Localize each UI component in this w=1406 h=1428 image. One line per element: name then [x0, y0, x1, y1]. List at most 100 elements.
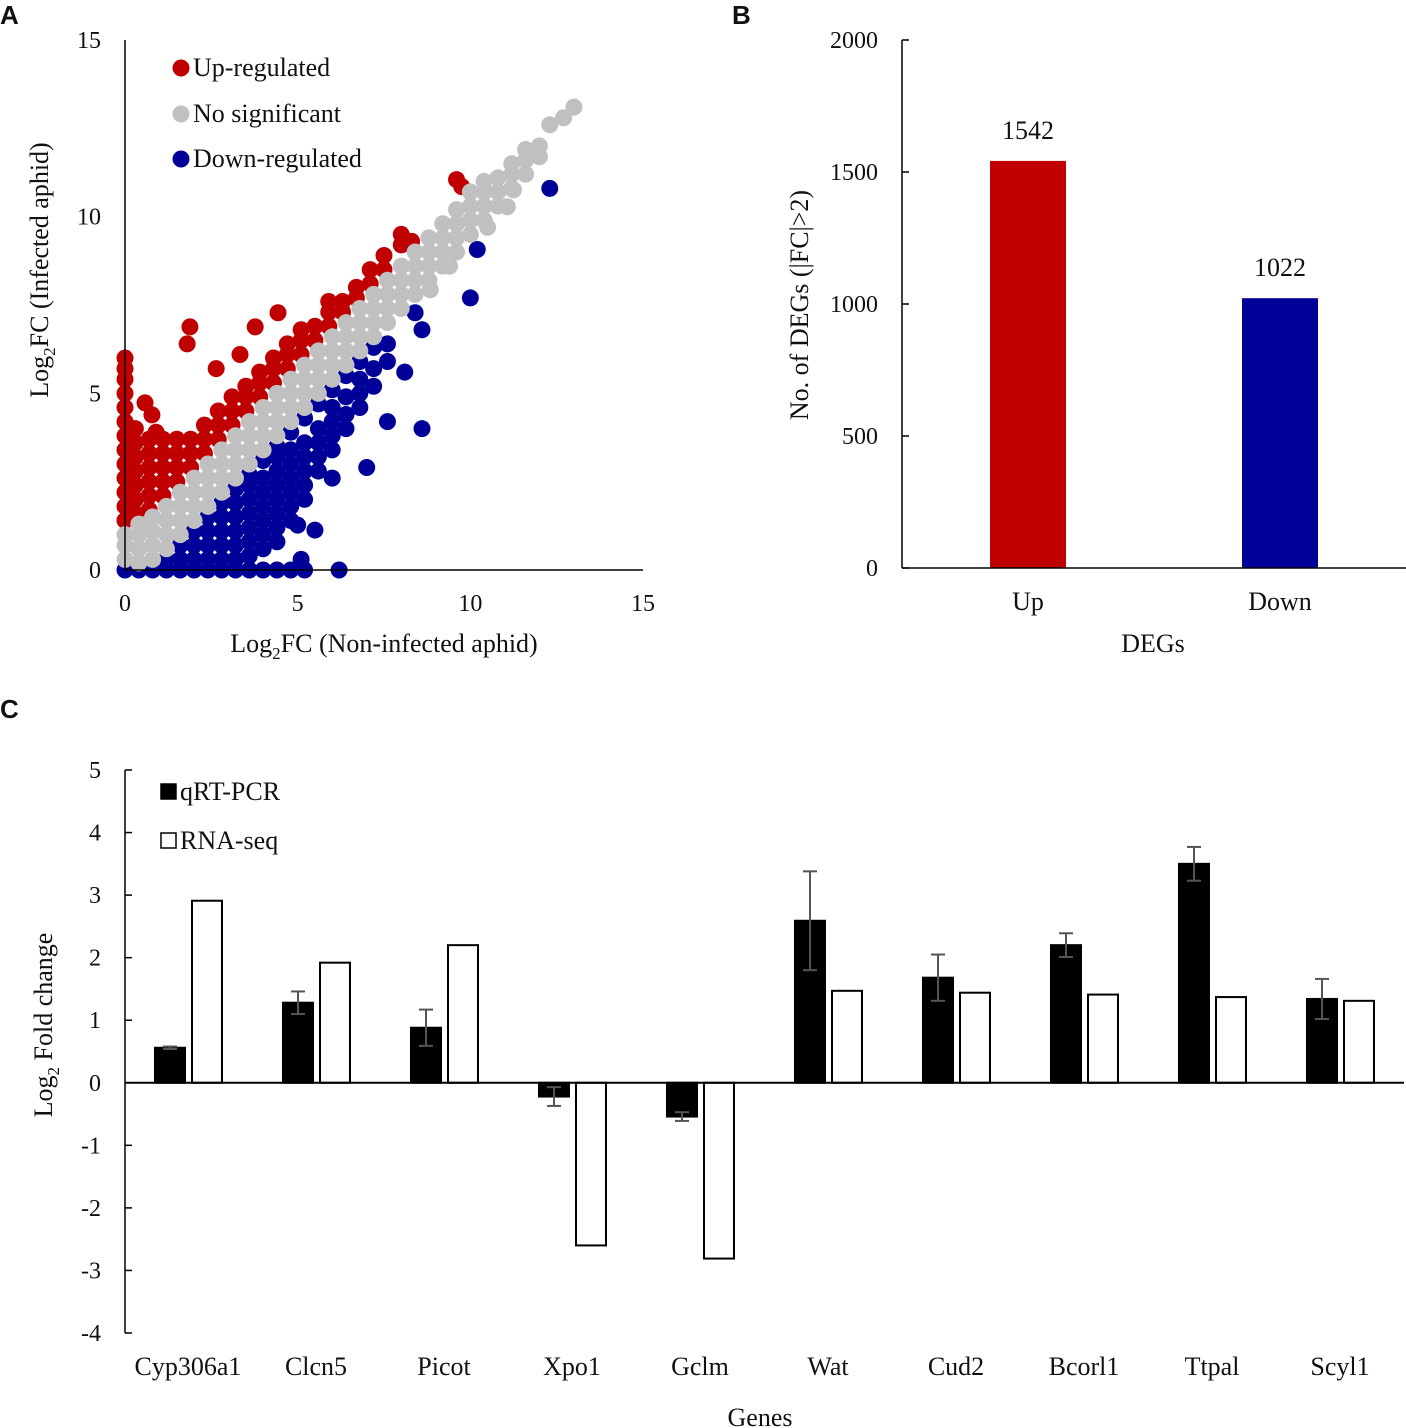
data-point — [448, 229, 466, 247]
data-point — [185, 483, 203, 501]
data-point — [199, 483, 217, 501]
gene-group — [1050, 932, 1119, 1084]
data-point — [185, 536, 203, 554]
data-point — [227, 469, 245, 487]
data-point — [171, 497, 189, 515]
data-point — [140, 459, 158, 477]
legend-marker — [160, 783, 177, 800]
data-point — [358, 459, 376, 477]
x-tick-label: Xpo1 — [543, 1352, 601, 1381]
data-point — [231, 345, 249, 363]
data-point — [347, 278, 365, 296]
data-point — [461, 225, 479, 243]
bar-rna-seq — [959, 991, 991, 1084]
data-point — [541, 179, 559, 197]
data-point — [199, 522, 217, 540]
data-point — [213, 536, 231, 554]
bar-up — [990, 160, 1066, 569]
data-point — [240, 455, 258, 473]
y-tick-label: 2000 — [830, 28, 878, 54]
data-point — [323, 413, 341, 431]
data-point — [282, 384, 300, 402]
bar-rna-seq — [1215, 996, 1247, 1084]
data-point — [199, 469, 217, 487]
data-point — [282, 413, 300, 431]
data-point — [240, 413, 258, 431]
data-point — [213, 550, 231, 568]
y-tick-label: -2 — [81, 1196, 101, 1222]
legend-label: RNA-seq — [180, 826, 278, 855]
data-point — [240, 519, 258, 537]
data-point — [323, 356, 341, 374]
data-point — [351, 342, 369, 360]
legend-marker — [172, 59, 190, 77]
data-point — [157, 526, 175, 544]
bar-rna-seq — [191, 899, 223, 1084]
x-tick-label: Clcn5 — [285, 1352, 347, 1381]
data-point — [144, 536, 162, 554]
data-point — [130, 554, 148, 572]
y-tick-label: 1000 — [830, 292, 878, 318]
data-point — [126, 448, 144, 466]
data-point — [227, 427, 245, 445]
y-tick-label: 3 — [89, 883, 101, 909]
data-point — [505, 181, 522, 199]
data-point — [254, 398, 272, 416]
x-tick-label: Wat — [807, 1352, 849, 1381]
data-point — [365, 328, 383, 346]
data-point — [126, 420, 144, 438]
x-tick-label: 0 — [119, 591, 131, 617]
data-point — [268, 413, 286, 431]
gene-group — [666, 1081, 735, 1260]
data-point — [185, 550, 203, 568]
legend-marker — [160, 832, 177, 849]
x-tick-label: Scyl1 — [1310, 1352, 1369, 1381]
data-point — [171, 550, 189, 568]
legend-label: qRT-PCR — [180, 777, 281, 806]
data-point — [182, 444, 200, 462]
data-point — [254, 483, 272, 501]
data-point — [227, 441, 245, 459]
data-point — [406, 257, 424, 275]
legend-item: qRT-PCR — [160, 777, 281, 806]
data-point — [168, 459, 186, 477]
panel-label-b: B — [732, 0, 751, 30]
data-point — [254, 427, 272, 445]
data-point — [282, 370, 300, 388]
data-point — [209, 402, 227, 420]
x-tick-label: Picot — [417, 1352, 471, 1381]
data-point — [240, 427, 258, 445]
data-point — [296, 384, 314, 402]
data-point — [140, 473, 158, 491]
data-point — [441, 257, 459, 275]
x-tick-label: Down — [1248, 587, 1312, 616]
series-no-significant — [116, 98, 583, 572]
bar-rna-seq — [1343, 999, 1375, 1084]
data-point — [351, 328, 369, 346]
data-point — [378, 413, 396, 431]
data-point — [269, 304, 287, 322]
data-point — [392, 285, 410, 303]
x-tick-label: 10 — [458, 591, 482, 617]
data-point — [337, 406, 355, 424]
data-point — [337, 388, 355, 406]
data-point — [530, 148, 548, 166]
data-point — [375, 247, 393, 265]
bar-rna-seq — [1087, 993, 1119, 1084]
data-point — [209, 416, 227, 434]
data-point — [434, 243, 452, 261]
panel-label-c: C — [0, 694, 19, 724]
data-point — [144, 522, 162, 540]
data-point — [292, 550, 310, 568]
data-point — [181, 318, 199, 336]
deg-bar-panel: 1542 Up 1022 Down 0 500 1000 1500 2000 DEGs No. of… — [785, 28, 1406, 658]
bar-rna-seq — [703, 1081, 735, 1260]
data-point — [517, 141, 535, 159]
bar-qrt-pcr — [1050, 944, 1082, 1084]
data-point — [182, 430, 200, 448]
x-tick-label: 15 — [631, 591, 655, 617]
data-point — [479, 218, 497, 236]
data-point — [498, 198, 516, 216]
x-axis-label: Log2FC (Non-infected aphid) — [230, 629, 537, 663]
